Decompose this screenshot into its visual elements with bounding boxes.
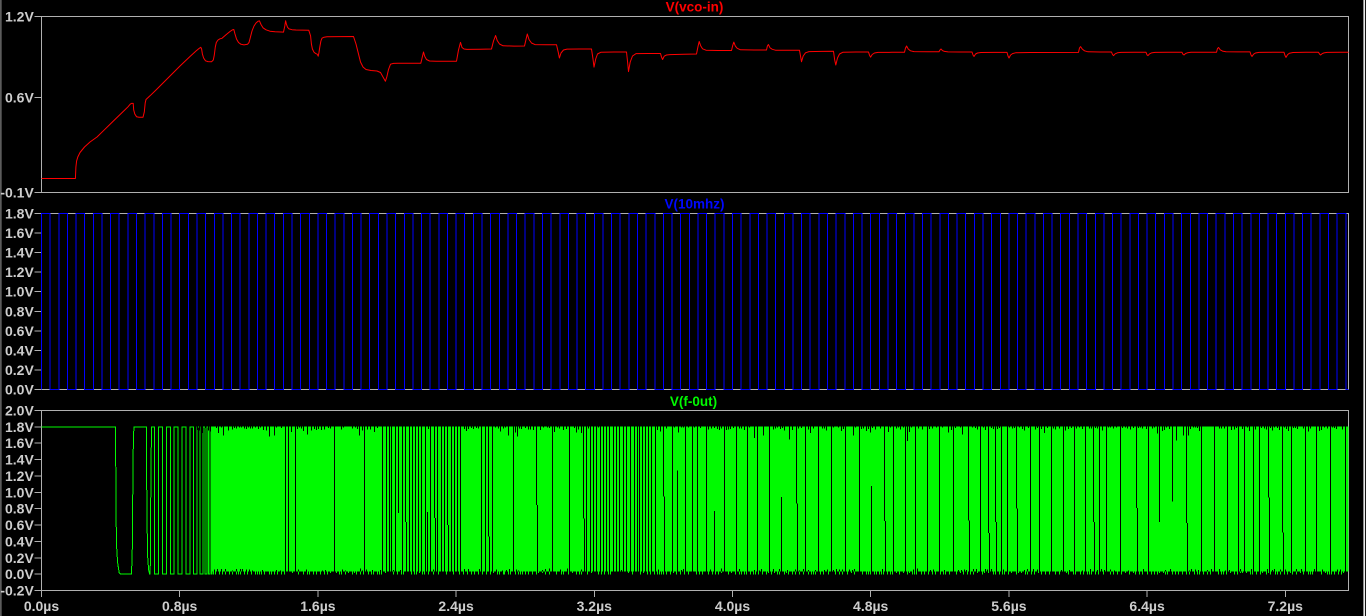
svg-text:4.0µs: 4.0µs <box>715 598 751 614</box>
svg-text:0.6V: 0.6V <box>5 90 34 106</box>
svg-text:0.0V: 0.0V <box>5 566 34 582</box>
svg-text:0.2V: 0.2V <box>5 550 34 566</box>
svg-text:0.4V: 0.4V <box>5 533 34 549</box>
svg-text:6.4µs: 6.4µs <box>1129 598 1165 614</box>
svg-text:1.0V: 1.0V <box>5 484 34 500</box>
svg-text:0.8V: 0.8V <box>5 501 34 517</box>
svg-text:1.4V: 1.4V <box>5 245 34 261</box>
svg-text:0.0V: 0.0V <box>5 382 34 398</box>
svg-text:V(vco-in): V(vco-in) <box>666 0 724 15</box>
svg-text:V(10mhz): V(10mhz) <box>664 197 724 212</box>
svg-text:4.8µs: 4.8µs <box>853 598 889 614</box>
svg-text:0.2V: 0.2V <box>5 362 34 378</box>
svg-text:-0.2V: -0.2V <box>0 583 34 599</box>
svg-text:0.6V: 0.6V <box>5 517 34 533</box>
svg-text:1.8V: 1.8V <box>5 419 34 435</box>
svg-text:1.2V: 1.2V <box>5 468 34 484</box>
svg-text:0.0µs: 0.0µs <box>24 598 60 614</box>
svg-text:0.6V: 0.6V <box>5 323 34 339</box>
svg-text:5.6µs: 5.6µs <box>991 598 1027 614</box>
svg-text:0.4V: 0.4V <box>5 342 34 358</box>
svg-text:0.8µs: 0.8µs <box>162 598 198 614</box>
svg-text:-0.1V: -0.1V <box>0 185 34 201</box>
svg-text:1.6µs: 1.6µs <box>300 598 336 614</box>
svg-text:3.2µs: 3.2µs <box>577 598 613 614</box>
svg-text:V(f-0ut): V(f-0ut) <box>670 394 717 409</box>
svg-text:0.8V: 0.8V <box>5 303 34 319</box>
svg-text:7.2µs: 7.2µs <box>1268 598 1304 614</box>
svg-text:1.2V: 1.2V <box>5 264 34 280</box>
svg-text:2.4µs: 2.4µs <box>438 598 474 614</box>
svg-text:1.4V: 1.4V <box>5 452 34 468</box>
svg-text:1.6V: 1.6V <box>5 435 34 451</box>
svg-text:1.2V: 1.2V <box>5 9 34 25</box>
svg-text:2.0V: 2.0V <box>5 403 34 419</box>
svg-text:1.0V: 1.0V <box>5 284 34 300</box>
svg-text:1.6V: 1.6V <box>5 225 34 241</box>
svg-text:1.8V: 1.8V <box>5 206 34 222</box>
